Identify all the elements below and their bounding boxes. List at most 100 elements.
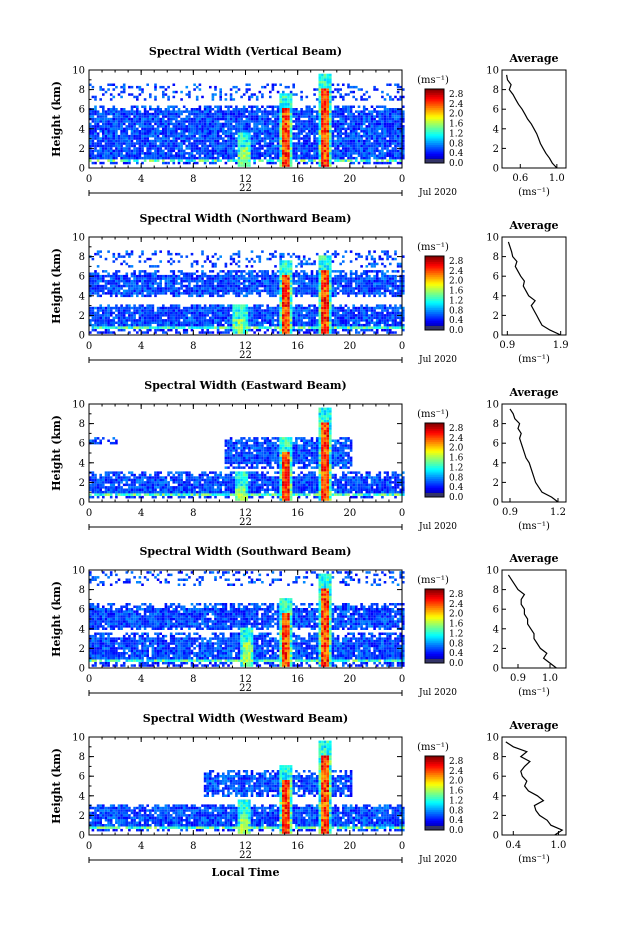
heatmap-cell <box>284 277 288 280</box>
heatmap-cell <box>224 306 228 310</box>
heatmap-cell <box>347 132 350 135</box>
heatmap-cell <box>143 154 147 157</box>
heatmap-cell <box>378 152 382 155</box>
heatmap-cell <box>279 274 282 278</box>
heatmap-cell <box>334 105 337 108</box>
heatmap-cell <box>136 132 139 135</box>
heatmap-cell <box>261 284 264 288</box>
heatmap-cell <box>117 270 121 273</box>
heatmap-cell <box>190 279 194 283</box>
heatmap-cell <box>120 144 123 148</box>
heatmap-cell <box>125 326 129 329</box>
heatmap-cell <box>89 142 92 145</box>
heatmap-cell <box>198 319 202 322</box>
heatmap-cell <box>190 311 194 315</box>
heatmap-cell <box>240 282 243 285</box>
heatmap-cell <box>261 110 264 113</box>
heatmap-cell <box>175 125 178 128</box>
heatmap-cell <box>282 144 285 148</box>
heatmap-cell <box>102 130 105 133</box>
heatmap-cell <box>227 323 230 327</box>
heatmap-cell <box>402 95 405 99</box>
heatmap-cell <box>245 83 249 86</box>
heatmap-cell <box>321 331 324 334</box>
heatmap-cell <box>282 149 285 153</box>
heatmap-cell <box>342 125 345 128</box>
heatmap-cell <box>117 282 121 285</box>
heatmap-cell <box>253 122 256 126</box>
heatmap-cell <box>287 274 290 278</box>
heatmap-cell <box>284 272 288 275</box>
heatmap-cell <box>391 139 395 143</box>
heatmap-cell <box>237 125 241 128</box>
heatmap-cell <box>248 314 251 317</box>
heatmap-cell <box>117 93 121 96</box>
heatmap-cell <box>229 93 233 96</box>
heatmap-cell <box>219 284 222 288</box>
heatmap-cell <box>248 272 251 275</box>
heatmap-cell <box>240 137 243 140</box>
heatmap-cell <box>180 292 183 295</box>
heatmap-cell <box>308 331 311 334</box>
heatmap-cell <box>263 321 267 324</box>
heatmap-cell <box>308 282 311 285</box>
heatmap-cell <box>219 323 222 327</box>
heatmap-cell <box>263 331 267 334</box>
heatmap-cell <box>214 144 217 148</box>
heatmap-cell <box>308 319 311 322</box>
heatmap-cell <box>355 159 358 162</box>
heatmap-cell <box>209 294 212 298</box>
heatmap-cell <box>242 331 246 334</box>
heatmap-cell <box>130 274 134 278</box>
heatmap-cell <box>274 292 277 295</box>
heatmap-cell <box>253 284 256 288</box>
heatmap-cell <box>282 100 285 104</box>
heatmap-cell <box>120 110 123 113</box>
heatmap-cell <box>188 144 191 148</box>
heatmap-cell <box>214 105 217 108</box>
heatmap-cell <box>102 270 105 273</box>
heatmap-cell <box>321 255 324 258</box>
heatmap-cell <box>185 311 189 315</box>
heatmap-cell <box>248 292 251 295</box>
heatmap-cell <box>365 134 369 138</box>
heatmap-cell <box>391 122 395 126</box>
heatmap-cell <box>104 122 108 126</box>
heatmap-cell <box>305 311 309 315</box>
heatmap-cell <box>156 287 160 290</box>
heatmap-cell <box>169 274 173 278</box>
heatmap-cell <box>248 289 251 293</box>
heatmap-cell <box>279 287 282 290</box>
heatmap-cell <box>222 277 225 280</box>
heatmap-cell <box>321 130 324 133</box>
heatmap-cell <box>253 134 256 138</box>
heatmap-cell <box>383 108 387 111</box>
heatmap-cell <box>381 132 384 135</box>
heatmap-cell <box>282 252 285 256</box>
heatmap-cell <box>297 311 301 315</box>
heatmap-cell <box>188 284 191 288</box>
heatmap-cell <box>209 137 212 140</box>
heatmap-cell <box>258 326 262 329</box>
heatmap-cell <box>269 117 272 121</box>
heatmap-cell <box>279 323 282 327</box>
heatmap-cell <box>300 282 303 285</box>
heatmap-cell <box>276 304 280 307</box>
heatmap-cell <box>133 112 136 116</box>
heatmap-cell <box>336 115 340 118</box>
heatmap-cell <box>237 115 241 118</box>
heatmap-cell <box>279 95 282 99</box>
heatmap-cell <box>219 108 222 111</box>
heatmap-cell <box>162 277 165 280</box>
heatmap-cell <box>292 149 295 153</box>
heatmap-cell <box>133 272 136 275</box>
heatmap-cell <box>271 85 275 89</box>
heatmap-cell <box>112 272 116 275</box>
heatmap-cell <box>305 284 309 288</box>
heatmap-cell <box>198 279 202 283</box>
heatmap-cell <box>287 299 290 302</box>
heatmap-cell <box>175 279 178 283</box>
heatmap-cell <box>190 328 194 332</box>
heatmap-cell <box>289 149 293 153</box>
heatmap-cell <box>373 132 376 135</box>
